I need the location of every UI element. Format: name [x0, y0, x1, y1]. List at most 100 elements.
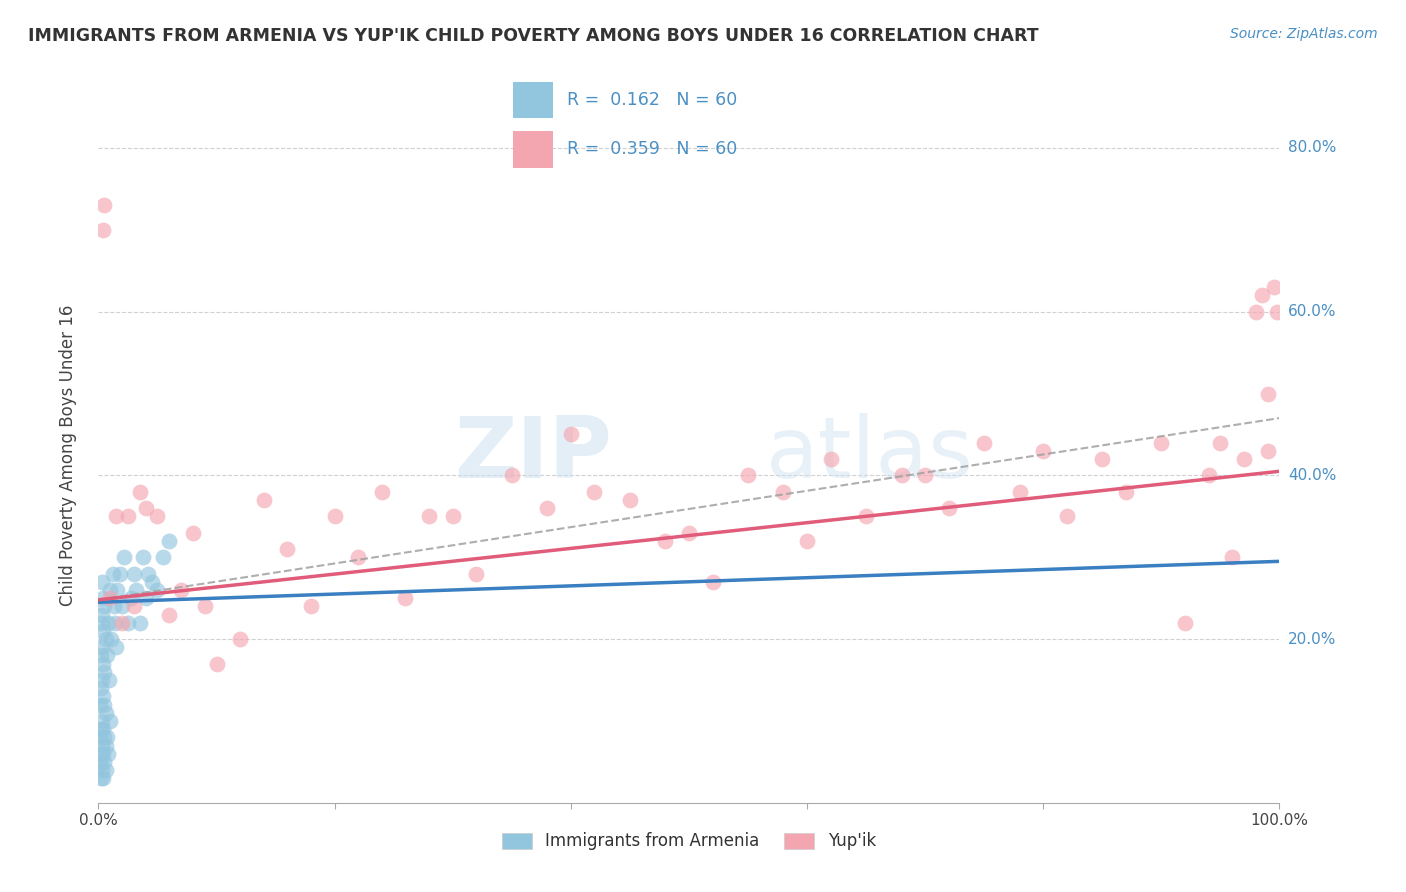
Point [93, 731, 115, 745]
Point [98, 582, 121, 597]
Text: 60.0%: 60.0% [1288, 304, 1336, 319]
Point [132, 550, 155, 565]
Text: Source: ZipAtlas.com: Source: ZipAtlas.com [1230, 27, 1378, 41]
Point [914, 468, 936, 483]
Point [93, 698, 115, 712]
Point [90, 771, 112, 785]
Point [117, 615, 139, 630]
Text: R =  0.162   N = 60: R = 0.162 N = 60 [567, 91, 737, 109]
Point [93, 665, 115, 679]
Point [111, 615, 134, 630]
Point [98, 714, 121, 728]
Point [1174, 615, 1197, 630]
Point [93, 755, 115, 769]
Point [117, 509, 139, 524]
Point [90, 681, 112, 696]
Point [94, 706, 117, 720]
Point [1209, 435, 1232, 450]
Point [91, 673, 114, 687]
Text: ZIP: ZIP [454, 413, 612, 497]
Point [152, 550, 174, 565]
Point [1008, 484, 1031, 499]
Point [91, 722, 114, 736]
Point [678, 525, 700, 540]
Point [94, 632, 117, 646]
Point [104, 615, 127, 630]
Point [796, 533, 818, 548]
Point [702, 574, 724, 589]
Point [1233, 452, 1256, 467]
Point [91, 747, 114, 761]
Point [90, 648, 112, 663]
Text: IMMIGRANTS FROM ARMENIA VS YUP'IK CHILD POVERTY AMONG BOYS UNDER 16 CORRELATION : IMMIGRANTS FROM ARMENIA VS YUP'IK CHILD … [28, 27, 1039, 45]
Point [394, 591, 416, 606]
Point [973, 435, 995, 450]
Point [103, 599, 125, 614]
Point [583, 484, 606, 499]
Point [1220, 550, 1243, 565]
Point [91, 223, 114, 237]
Text: 20.0%: 20.0% [1288, 632, 1336, 647]
Point [465, 566, 488, 581]
Point [1263, 280, 1285, 294]
Point [855, 509, 877, 524]
Point [91, 690, 114, 704]
Point [1244, 304, 1267, 318]
Point [96, 648, 118, 663]
Point [100, 632, 122, 646]
Point [1250, 288, 1272, 302]
Legend: Immigrants from Armenia, Yup'ik: Immigrants from Armenia, Yup'ik [495, 826, 883, 857]
Point [97, 747, 120, 761]
Point [91, 763, 114, 777]
Point [105, 640, 128, 655]
Point [136, 566, 159, 581]
Point [108, 566, 131, 581]
Point [94, 763, 117, 777]
Point [128, 484, 150, 499]
Point [619, 492, 641, 507]
Point [91, 574, 114, 589]
Point [112, 550, 135, 565]
Point [654, 533, 676, 548]
Point [91, 607, 114, 622]
Point [737, 468, 759, 483]
Point [1091, 452, 1114, 467]
Point [772, 484, 794, 499]
Point [1032, 443, 1054, 458]
Point [97, 615, 120, 630]
Point [93, 599, 115, 614]
Point [181, 525, 204, 540]
Text: 40.0%: 40.0% [1288, 468, 1336, 483]
Point [91, 624, 114, 638]
Point [98, 591, 121, 606]
Point [89, 755, 111, 769]
Point [1265, 304, 1288, 318]
Point [501, 468, 523, 483]
Point [157, 533, 180, 548]
Point [141, 574, 163, 589]
Point [299, 599, 322, 614]
Point [121, 591, 143, 606]
Point [122, 599, 145, 614]
Point [146, 582, 169, 597]
Point [105, 509, 128, 524]
Point [98, 673, 121, 687]
Point [890, 468, 912, 483]
Point [111, 599, 134, 614]
Point [128, 615, 150, 630]
Point [253, 492, 276, 507]
Point [146, 509, 169, 524]
Point [91, 640, 114, 655]
Point [205, 657, 228, 671]
FancyBboxPatch shape [513, 131, 553, 168]
Point [371, 484, 394, 499]
Point [90, 615, 112, 630]
Point [323, 509, 346, 524]
Point [101, 566, 124, 581]
Point [229, 632, 252, 646]
Point [91, 657, 114, 671]
Point [96, 731, 118, 745]
Point [157, 607, 180, 622]
Point [560, 427, 582, 442]
Point [1115, 484, 1137, 499]
